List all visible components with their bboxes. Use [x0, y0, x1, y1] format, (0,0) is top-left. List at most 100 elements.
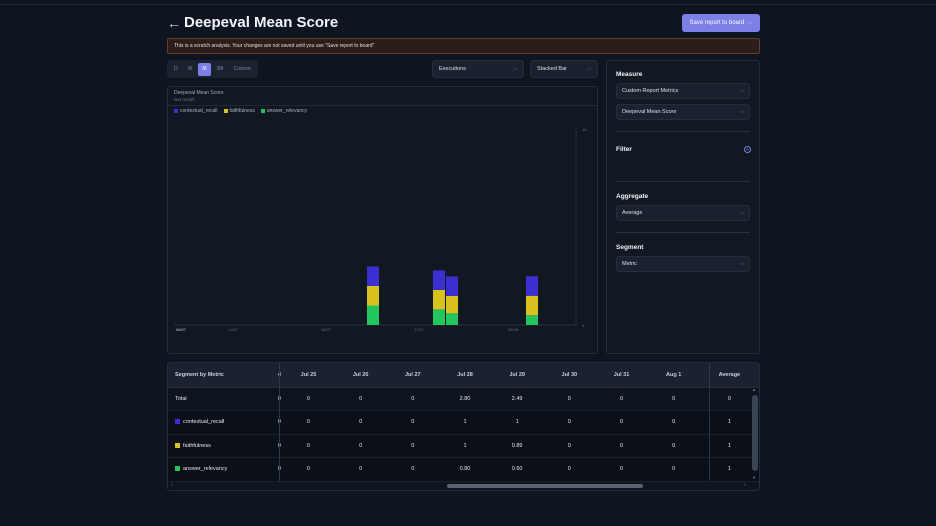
value-cell: 0	[543, 434, 596, 458]
aggregate-select[interactable]: Average ⌵	[616, 205, 750, 221]
scroll-right-icon[interactable]: ›	[744, 482, 746, 488]
measure-source-value: Custom Report Metrics	[622, 88, 679, 94]
value-cell: 0	[282, 457, 335, 482]
table-row[interactable]: contextual_recall0000110001	[168, 410, 759, 435]
add-filter-icon[interactable]: +	[744, 146, 751, 153]
horizontal-scroll-thumb[interactable]	[447, 484, 643, 488]
range-option-m[interactable]: M	[198, 62, 211, 76]
chart-type-select-value: Stacked Bar	[537, 66, 567, 72]
save-report-label: Save report to board	[689, 20, 745, 26]
row-label: answer_relevancy	[183, 466, 228, 473]
chevron-down-icon: ⌵	[587, 66, 591, 72]
value-cell: 1	[438, 434, 492, 458]
side-divider	[616, 232, 750, 233]
chevron-down-icon: ⌵	[740, 109, 744, 115]
filter-heading: Filter	[616, 146, 632, 153]
chart-title: Deepeval Mean Score	[174, 90, 224, 96]
measure-source-select[interactable]: Custom Report Metrics ⌵	[616, 83, 750, 99]
bar-segment-faithfulness[interactable]	[446, 295, 458, 314]
bar-segment-contextual-recall[interactable]	[526, 276, 538, 296]
value-cell: 0	[543, 387, 596, 411]
back-arrow-icon[interactable]: ←	[167, 15, 181, 31]
table-body: Total00002.802.490000contextual_recall00…	[168, 387, 759, 482]
chevron-down-icon: ⌵	[740, 88, 744, 94]
chevron-down-icon: ⌵	[740, 261, 744, 267]
legend-item-contextual-recall[interactable]: contextual_recall	[174, 108, 218, 114]
value-cell: 0	[334, 410, 387, 435]
bar-segment-faithfulness[interactable]	[526, 295, 538, 316]
average-cell: 1	[699, 410, 759, 435]
bar-segment-answer-relevancy[interactable]	[367, 305, 379, 326]
bar-segment-contextual-recall[interactable]	[446, 276, 458, 296]
legend-swatch	[174, 109, 178, 113]
value-cell: 0	[595, 410, 648, 435]
value-cell: 0	[334, 387, 387, 411]
segment-column-header: Segment by Metric	[168, 363, 277, 388]
bar-segment-answer-relevancy[interactable]	[446, 313, 458, 325]
range-option-3m[interactable]: 3M	[216, 66, 224, 72]
chevron-down-icon: ⌵	[740, 210, 744, 216]
bar-segment-faithfulness[interactable]	[433, 289, 445, 310]
value-cell: 0.80	[438, 457, 492, 482]
horizontal-scrollbar[interactable]: ‹ ›	[168, 482, 759, 490]
chart-divider	[168, 105, 597, 106]
bar-segment-answer-relevancy[interactable]	[526, 315, 538, 325]
segment-select[interactable]: Metric ⌵	[616, 256, 750, 272]
value-cell: 0	[282, 410, 335, 435]
save-report-button[interactable]: Save report to board ⌵	[681, 14, 760, 32]
value-cell: 0	[647, 410, 700, 435]
page-title: Deepeval Mean Score	[184, 14, 339, 31]
legend-label: answer_relevancy	[266, 108, 308, 114]
x-tick-label: 12/07	[228, 327, 239, 332]
chart-legend: contextual_recall faithfulness answer_rele…	[174, 108, 307, 114]
value-cell: 0	[647, 457, 700, 482]
value-cell: 1	[438, 410, 492, 435]
row-label-cell: Total	[168, 387, 277, 411]
date-column-header: Jul 25	[282, 363, 335, 388]
legend-item-faithfulness[interactable]: faithfulness	[223, 108, 255, 114]
chart-panel: Deepeval Mean Score last month contextua…	[167, 86, 598, 354]
legend-swatch	[223, 109, 228, 113]
date-column-header: Jul 29	[491, 363, 544, 388]
y-tick-label: 0	[582, 323, 585, 328]
measure-metric-value: Deepeval Mean Score	[622, 109, 677, 115]
value-cell: 0	[334, 434, 387, 458]
row-label-cell: faithfulness	[168, 434, 277, 458]
chevron-down-icon: ⌵	[748, 20, 752, 26]
bar-segment-faithfulness[interactable]	[367, 286, 379, 306]
vertical-scroll-thumb[interactable]	[752, 395, 758, 471]
average-cell: 1	[699, 457, 759, 482]
date-column-header: Jul 27	[386, 363, 439, 388]
frozen-column-divider	[279, 363, 280, 481]
scroll-down-icon[interactable]: ▼	[752, 475, 756, 480]
chart-type-select[interactable]: Stacked Bar ⌵	[530, 60, 598, 78]
value-cell: 0	[282, 387, 335, 411]
range-option-custom[interactable]: Custom	[233, 66, 251, 72]
value-cell: 1	[491, 410, 544, 435]
metric-select[interactable]: Executions ⌵	[432, 60, 524, 78]
bar-segment-contextual-recall[interactable]	[433, 270, 445, 290]
x-tick-label: 18/07	[321, 327, 332, 332]
scroll-left-icon[interactable]: ‹	[171, 482, 173, 488]
scroll-up-icon[interactable]: ▲	[752, 387, 756, 392]
measure-metric-select[interactable]: Deepeval Mean Score ⌵	[616, 104, 750, 120]
scratch-warning-banner: This is a scratch analysis. Your changes…	[167, 38, 760, 54]
vertical-scrollbar[interactable]: ▲ ▼	[751, 387, 759, 481]
x-tick-label: 06/07	[176, 327, 187, 332]
side-panel: Measure Custom Report Metrics ⌵ Deepeval…	[606, 60, 760, 354]
average-column-divider	[709, 363, 710, 481]
legend-item-answer-relevancy[interactable]: answer_relevancy	[260, 108, 308, 114]
bar-segment-contextual-recall[interactable]	[367, 266, 379, 287]
range-option-w[interactable]: W	[187, 66, 193, 72]
bar-segment-answer-relevancy[interactable]	[433, 309, 445, 325]
row-label: Total	[175, 395, 187, 402]
range-option-d[interactable]: D	[174, 66, 178, 72]
aggregate-heading: Aggregate	[616, 193, 649, 200]
chevron-down-icon: ⌵	[513, 66, 517, 72]
